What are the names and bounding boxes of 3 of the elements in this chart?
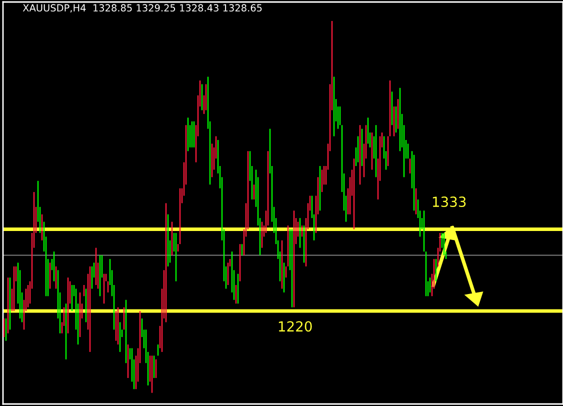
annotation: 1333 [432, 196, 466, 208]
annotation: 1220 [278, 321, 312, 332]
chart-title: XAUUSDP,H4 1328.85 1329.25 1328.43 1328.65 [22, 4, 262, 13]
